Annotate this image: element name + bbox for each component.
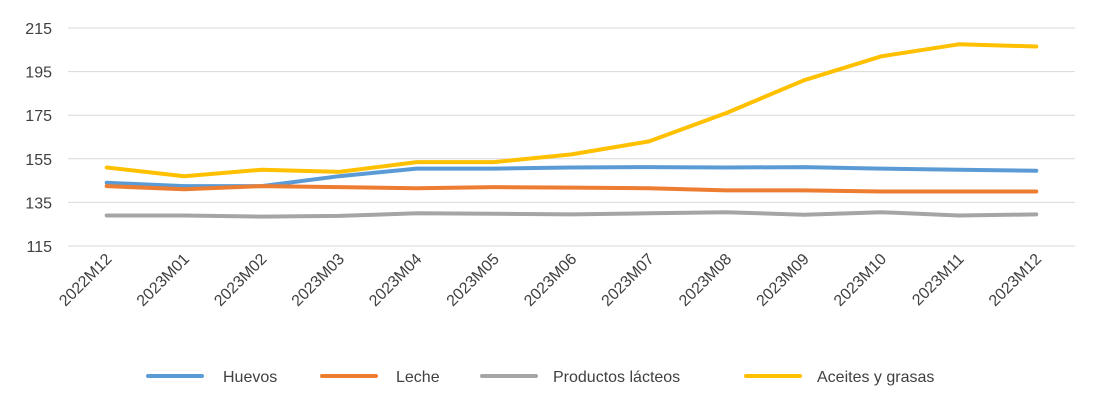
x-tick-label: 2023M01 [134, 251, 193, 310]
x-tick-label: 2023M03 [289, 251, 348, 310]
x-tick-label: 2023M10 [831, 251, 890, 310]
series-line-productos-l-cteos [104, 210, 1039, 219]
gridlines [68, 27, 1075, 247]
legend-label: Leche [396, 369, 440, 386]
x-tick-label: 2022M12 [56, 251, 115, 310]
legend: Huevos Leche Productos lácteos Aceites y gr… [146, 369, 934, 386]
y-tick-label: 135 [25, 195, 52, 212]
x-axis-tick-labels: 2022M12 2023M01 2023M02 2023M03 2023M04 2023M… [56, 251, 1045, 310]
series-lines [104, 42, 1039, 219]
x-tick-label: 2023M12 [986, 251, 1045, 310]
series-line-aceites-y-grasas [104, 42, 1039, 179]
x-tick-label: 2023M09 [754, 251, 813, 310]
series-line-leche [104, 184, 1039, 194]
x-tick-label: 2023M06 [521, 251, 580, 310]
x-tick-label: 2023M05 [444, 251, 503, 310]
x-tick-label: 2023M07 [599, 251, 658, 310]
x-tick-label: 2023M08 [676, 251, 735, 310]
y-tick-label: 195 [25, 65, 52, 82]
x-tick-label: 2023M04 [366, 251, 425, 310]
legend-label: Productos lácteos [553, 369, 680, 386]
x-tick-label: 2023M02 [211, 251, 270, 310]
legend-label: Aceites y grasas [817, 369, 934, 386]
y-axis-tick-labels: 115 135 155 175 195 215 [25, 21, 52, 256]
x-tick-label: 2023M11 [909, 251, 967, 309]
y-tick-label: 155 [25, 152, 52, 169]
legend-label: Huevos [223, 369, 277, 386]
y-tick-label: 115 [26, 239, 52, 256]
y-tick-label: 175 [25, 108, 52, 125]
y-tick-label: 215 [25, 21, 52, 38]
